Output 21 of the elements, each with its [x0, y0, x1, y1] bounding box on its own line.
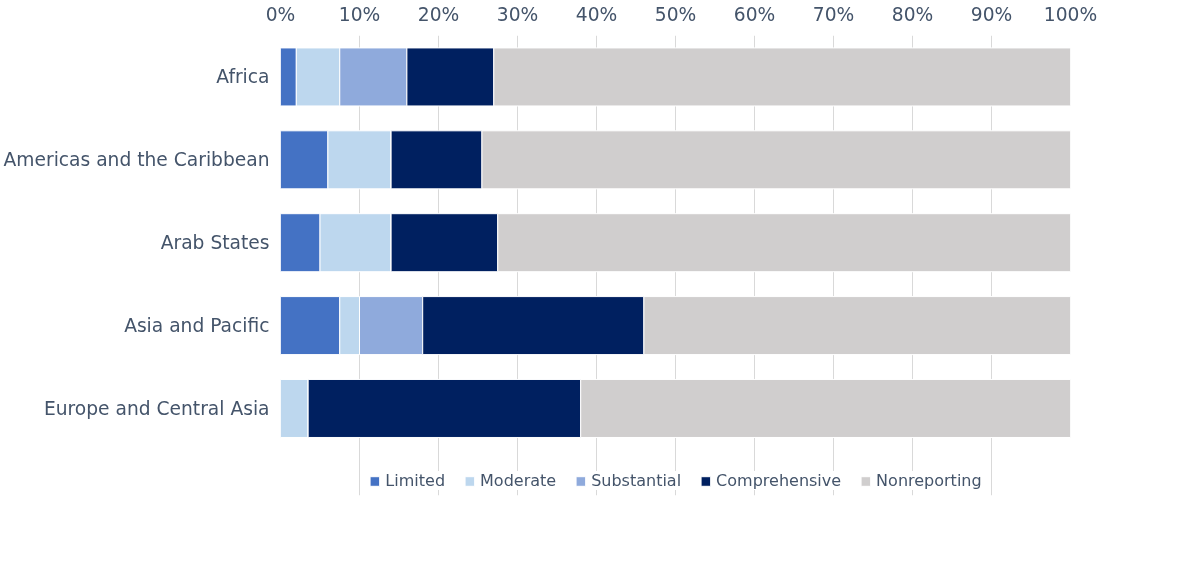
y-tick-label: Arab States [160, 232, 270, 254]
x-tick-label: 100% [1043, 3, 1098, 25]
x-tick-label: 20% [417, 3, 460, 25]
x-tick-label: 70% [812, 3, 855, 25]
x-tick-label: 0% [265, 3, 296, 25]
y-tick-label: Europe and Central Asia [43, 397, 270, 419]
y-tick-label: Americas and the Caribbean [3, 149, 270, 171]
x-tick-label: 50% [654, 3, 697, 25]
x-tick-label: 80% [891, 3, 934, 25]
legend-label: Limited [385, 471, 446, 490]
y-tick-label: Africa [216, 66, 270, 88]
legend-label: Substantial [591, 471, 682, 490]
legend-label: Moderate [480, 471, 557, 490]
x-tick-label: 60% [733, 3, 776, 25]
x-tick-label: 30% [496, 3, 539, 25]
x-tick-label: 40% [575, 3, 618, 25]
y-tick-label: Asia and Pacific [124, 315, 270, 337]
x-tick-label: 10% [338, 3, 381, 25]
legend-label: Comprehensive [716, 471, 842, 490]
legend-label: Nonreporting [876, 471, 982, 490]
x-tick-label: 90% [970, 3, 1013, 25]
